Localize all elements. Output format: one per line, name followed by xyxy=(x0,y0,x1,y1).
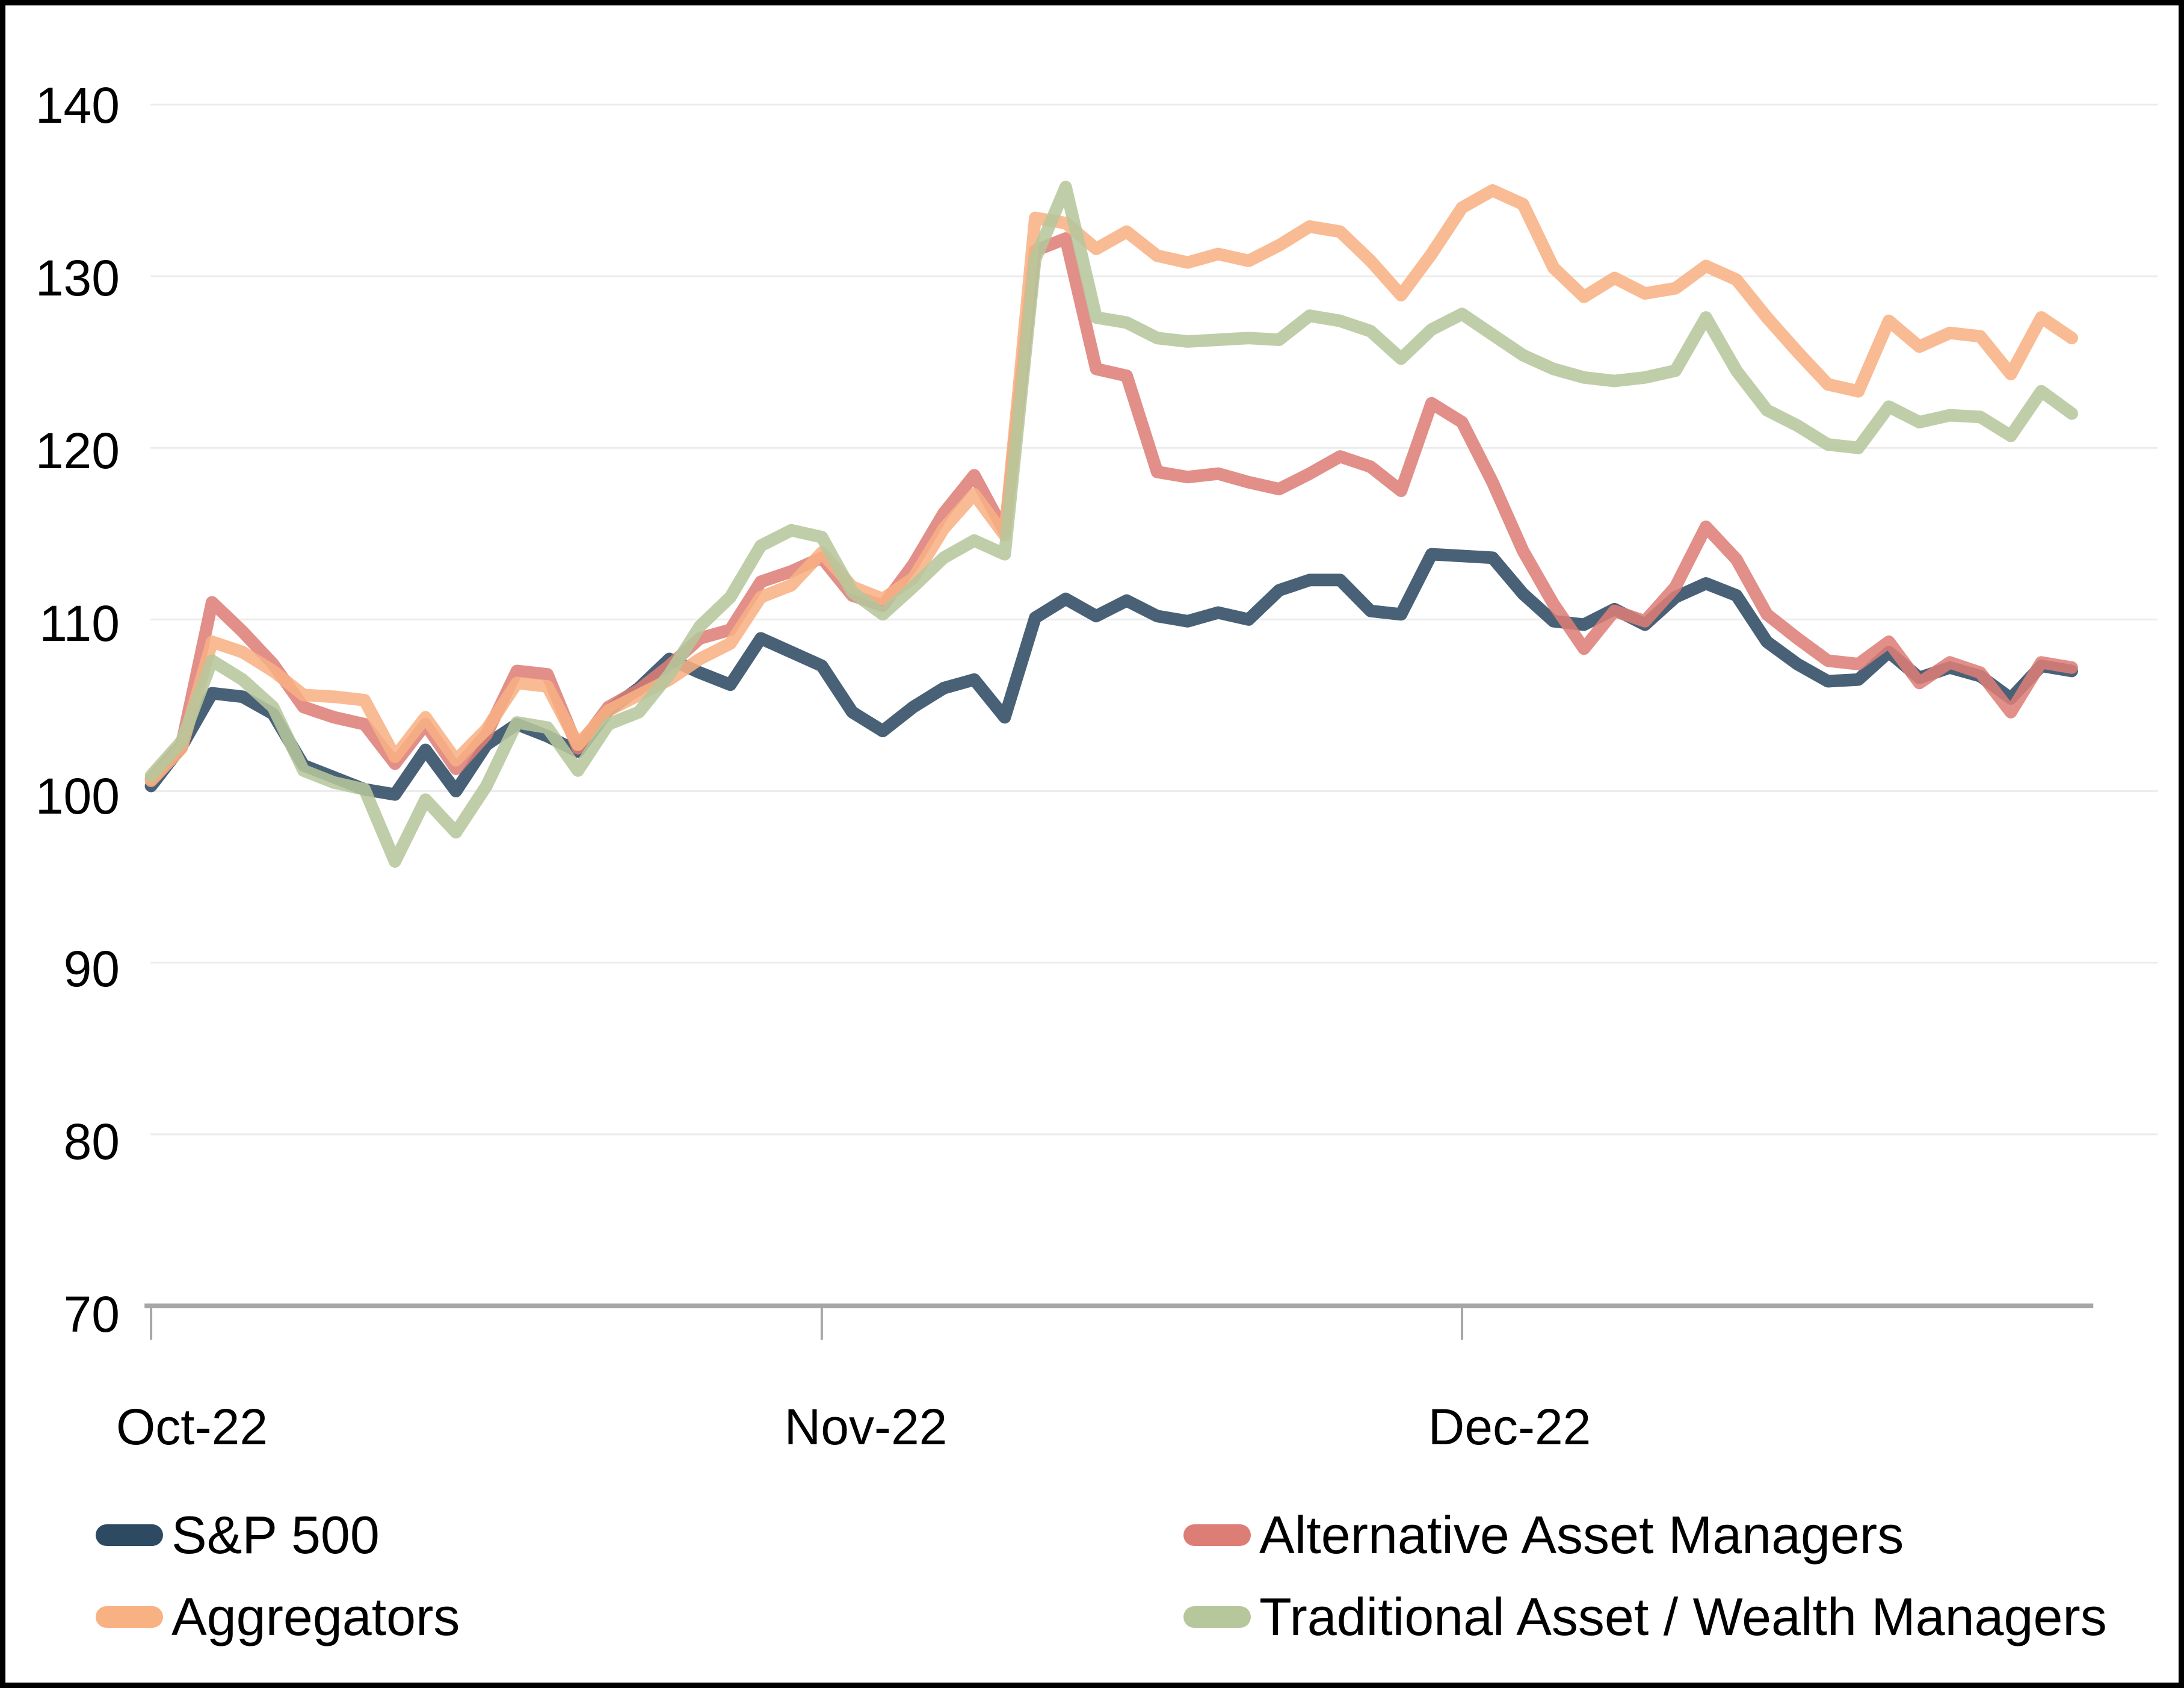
y-axis-label: 100 xyxy=(35,768,120,824)
legend-item-sp500: S&P 500 xyxy=(96,1505,380,1565)
legend-item-aggregators: Aggregators xyxy=(96,1587,460,1647)
series-line-aggregators xyxy=(144,184,2078,787)
legend-swatch-traditional xyxy=(1183,1606,1251,1628)
x-axis-label: Oct-22 xyxy=(116,1399,268,1455)
legend-label: Aggregators xyxy=(171,1587,460,1646)
y-axis-label: 130 xyxy=(35,250,120,306)
legend-label: Traditional Asset / Wealth Managers xyxy=(1259,1587,2107,1646)
legend-swatch-alternative xyxy=(1183,1524,1251,1546)
y-axis-label: 90 xyxy=(63,941,120,997)
price-chart xyxy=(144,104,2158,1340)
y-axis-label: 120 xyxy=(35,422,120,479)
legend-label: Alternative Asset Managers xyxy=(1259,1505,1904,1565)
legend-item-traditional-wealth-managers: Traditional Asset / Wealth Managers xyxy=(1183,1587,2107,1647)
y-axis-label: 140 xyxy=(35,77,120,134)
x-axis-label: Nov-22 xyxy=(784,1399,948,1455)
y-axis-label: 70 xyxy=(63,1286,120,1343)
x-axis-label: Dec-22 xyxy=(1428,1399,1591,1455)
legend-swatch-sp500 xyxy=(96,1524,163,1546)
legend-swatch-aggregators xyxy=(96,1606,163,1628)
y-axis-label: 110 xyxy=(39,595,120,652)
legend-label: S&P 500 xyxy=(171,1505,380,1565)
series-line-traditional-asset-wealth-managers xyxy=(144,181,2078,868)
y-axis-label: 80 xyxy=(63,1113,120,1170)
series-line-s-p-500 xyxy=(144,548,2078,801)
legend-item-alternative-asset-managers: Alternative Asset Managers xyxy=(1183,1505,1904,1565)
